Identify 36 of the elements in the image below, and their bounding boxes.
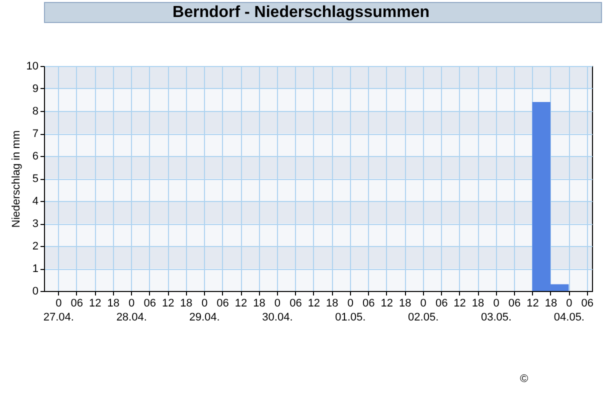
x-tick-label: 12 [234,298,248,310]
x-tick-label: 06 [144,298,156,310]
y-tick-label: 9 [32,83,38,95]
x-tick-label: 12 [380,298,393,310]
y-tick-label: 1 [32,263,38,275]
y-axis-title: Niederschlag in mm [10,130,22,228]
x-tick-label: 06 [216,298,229,310]
y-tick-label: 7 [32,128,38,140]
y-tick-label: 10 [26,60,38,72]
y-tick-label: 2 [32,240,38,252]
x-tick-label: 18 [107,298,120,310]
x-tick-label: 12 [89,298,102,310]
y-tick-label: 5 [32,173,38,185]
x-tick-label: 06 [508,298,521,310]
x-tick-label: 06 [70,298,84,310]
x-tick-label: 12 [308,298,320,310]
text: © [520,373,528,385]
x-tick-label: 18 [472,298,484,310]
x-tick-label: 06 [362,298,375,310]
y-tick-label: 6 [32,150,38,162]
x-tick-label: 06 [290,298,302,310]
x-tick-label: 06 [581,298,594,310]
y-tick-label: 3 [32,218,38,230]
y-tick-label: 4 [32,196,38,208]
x-tick-label: 18 [544,298,558,310]
x-tick-label: 12 [526,298,539,310]
x-tick-label: 12 [454,298,466,310]
x-tick-label: 18 [326,298,338,310]
chart-title: Berndorf - Niederschlagssummen [172,4,430,21]
x-tick-label: 18 [398,298,412,310]
x-tick-label: 18 [180,298,192,310]
x-tick-label: 12 [162,298,174,310]
y-tick-label: 8 [32,106,38,118]
x-tick-label: 06 [435,298,448,310]
x-tick-label: 18 [253,298,266,310]
y-tick-label: 0 [32,286,38,298]
